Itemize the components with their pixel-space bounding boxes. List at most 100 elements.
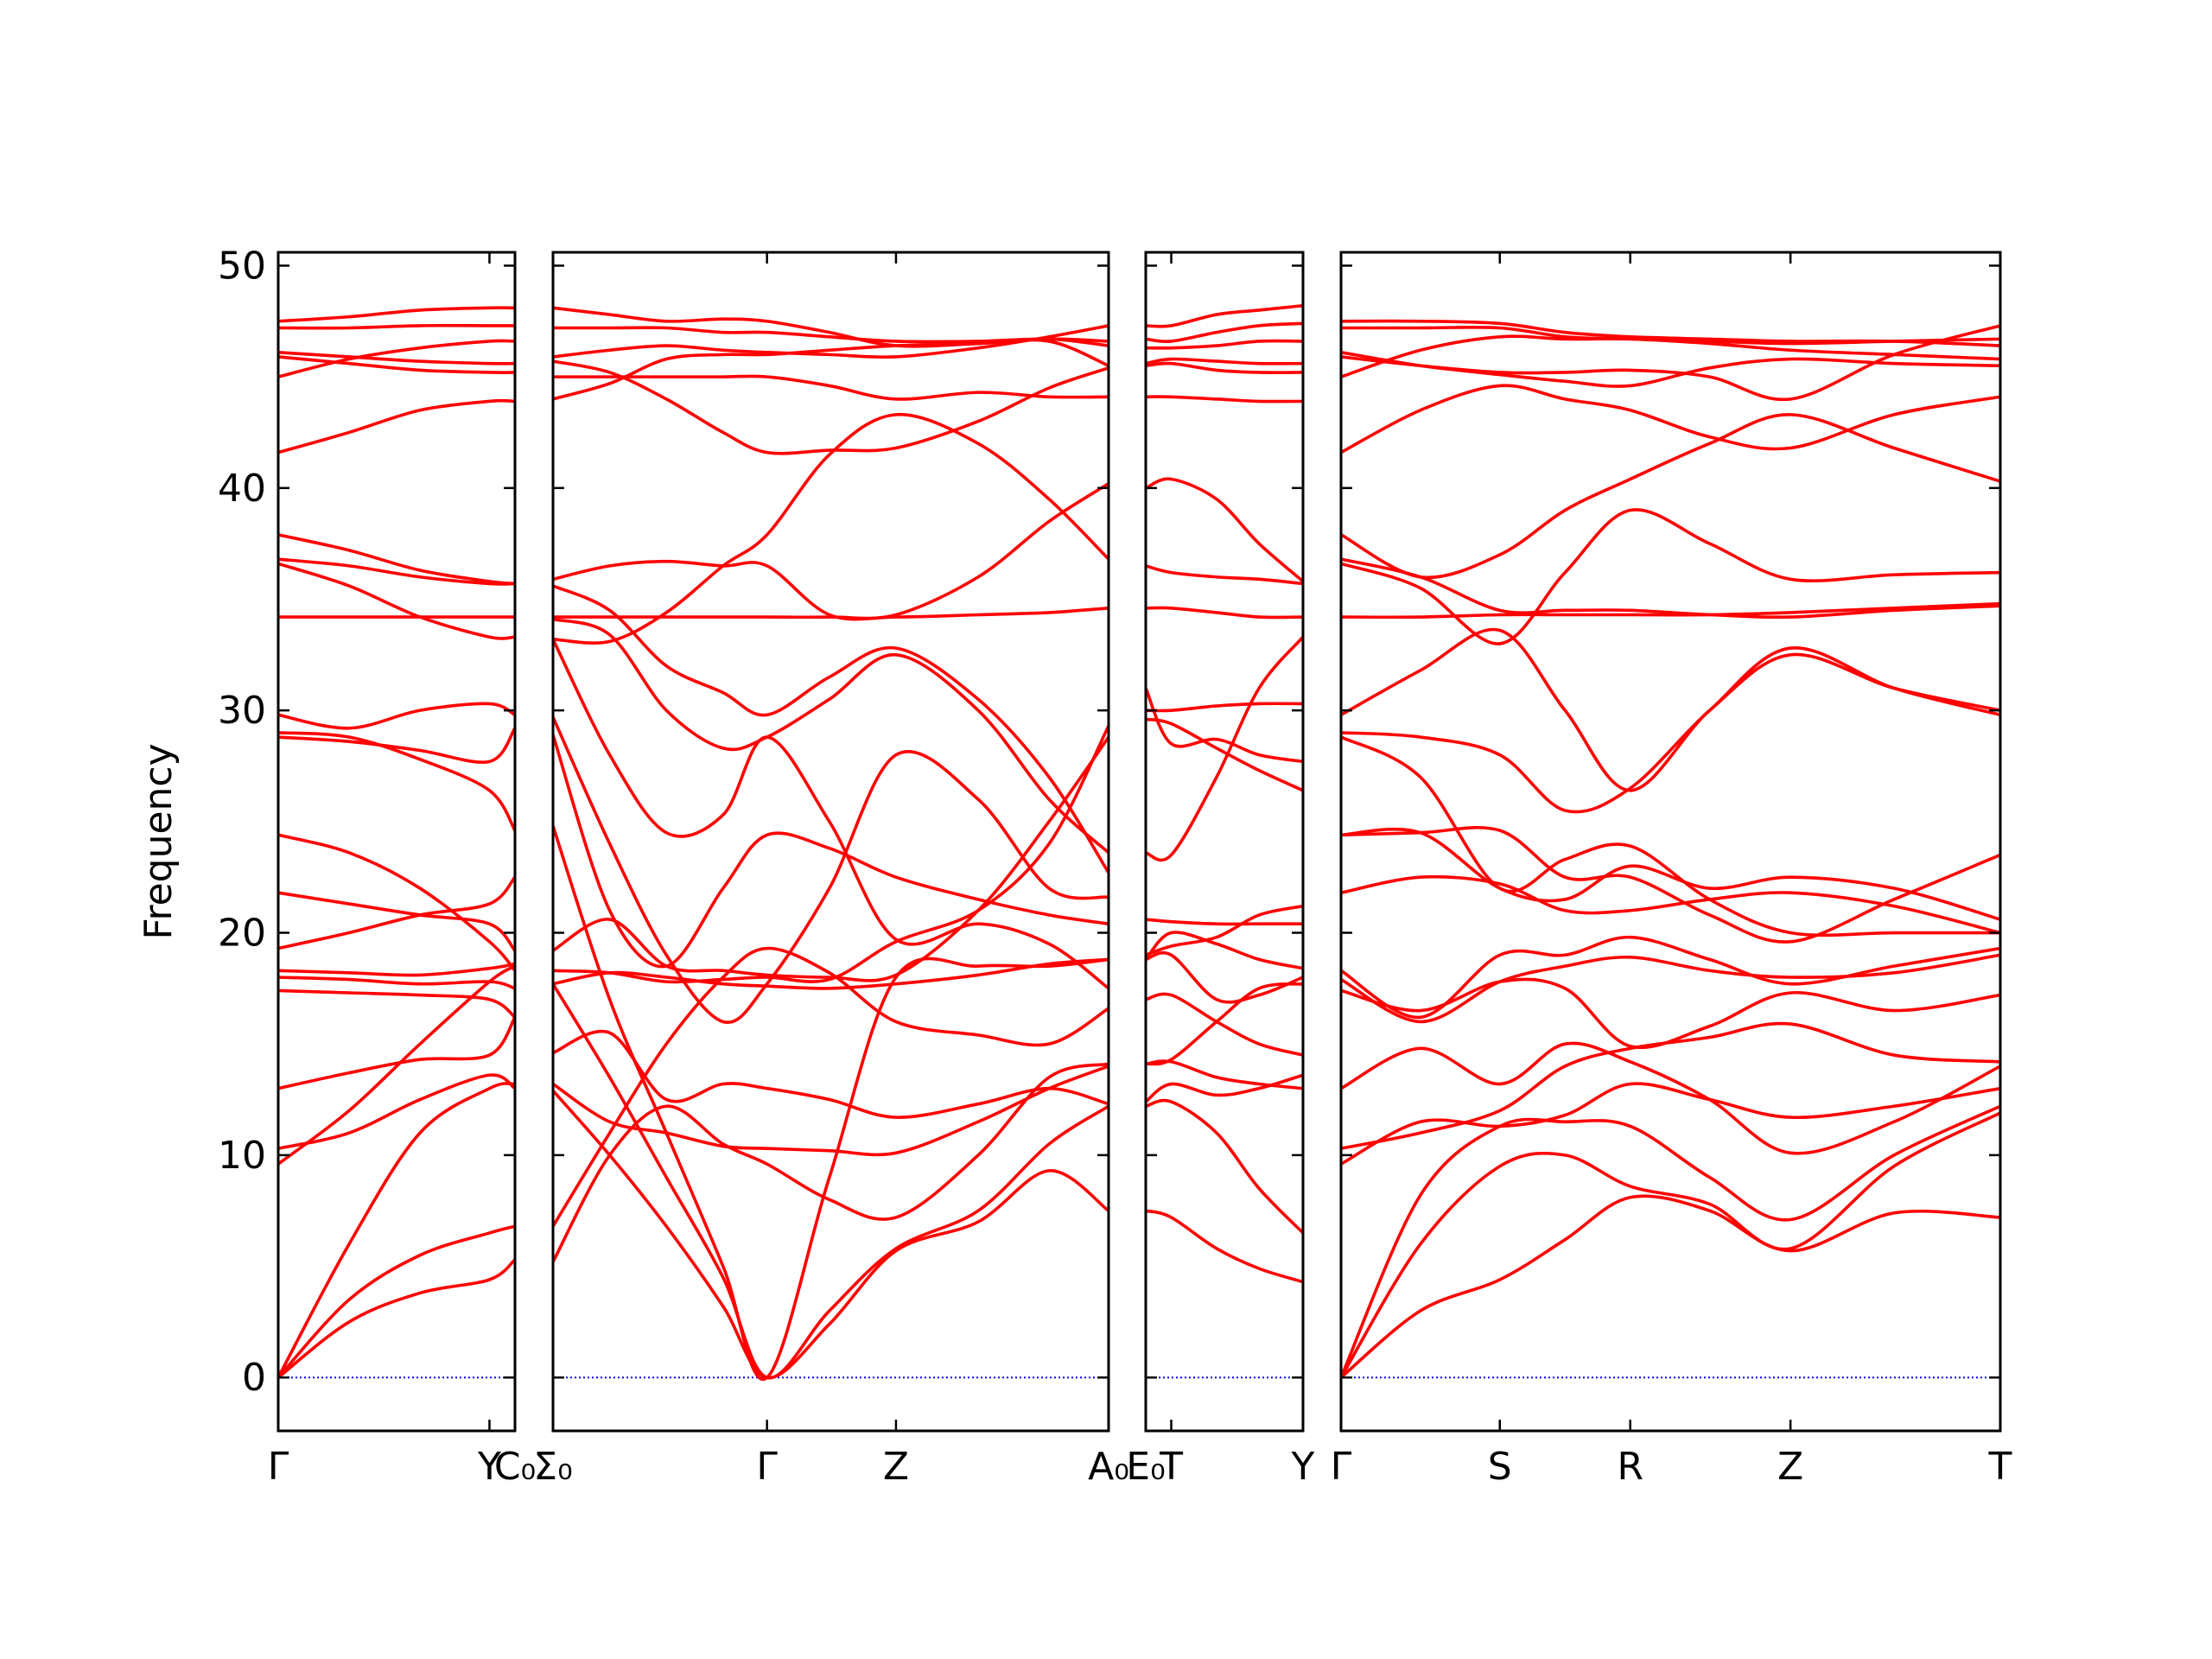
x-tick-label: C₀ [494, 1445, 536, 1489]
band-line [1145, 1098, 1305, 1235]
y-tick-label: 50 [218, 244, 266, 288]
band-line [277, 702, 516, 730]
band-line [1340, 601, 2001, 620]
x-tick-label: Γ [268, 1445, 289, 1489]
band-line [1340, 953, 2001, 1024]
band-line [551, 825, 1109, 1381]
band-line [552, 736, 1110, 982]
band-line [553, 326, 1109, 347]
band-line [1340, 384, 2001, 454]
band-line [1145, 321, 1304, 344]
band-line [552, 559, 1109, 621]
band-line [1145, 992, 1304, 1057]
band-line [551, 1065, 1109, 1157]
y-tick-label: 10 [218, 1134, 266, 1178]
band-line [1145, 477, 1305, 583]
band-line [277, 339, 516, 378]
band-line [552, 482, 1109, 620]
band-line [1340, 874, 2001, 935]
band-line [277, 351, 516, 365]
x-tick-label: Γ [1331, 1445, 1352, 1489]
x-tick-label: R [1617, 1445, 1643, 1489]
axes-frame [1144, 251, 1305, 1433]
band-line [277, 562, 516, 640]
band-line [277, 833, 517, 972]
band-line [1145, 702, 1304, 713]
band-line [1340, 627, 2001, 792]
band-line [1340, 646, 2001, 814]
band-line [551, 734, 1109, 969]
x-tick-label: Y [477, 1445, 501, 1489]
band-line [1340, 557, 2001, 620]
band-line [277, 323, 515, 330]
band-line [277, 557, 516, 586]
band-line [1145, 303, 1304, 328]
axes-frame [276, 251, 517, 1433]
band-line [1339, 1194, 2001, 1379]
band-line [1340, 735, 2000, 938]
band-line [276, 1224, 516, 1379]
band-line [1340, 413, 2001, 580]
band-line [1145, 606, 1304, 620]
band-line [551, 639, 1110, 990]
band-line [1340, 508, 2001, 645]
band-line [1145, 361, 1304, 374]
x-tick-label: S [1488, 1445, 1512, 1489]
x-tick-label: T [1988, 1445, 2012, 1489]
band-line [277, 1073, 517, 1150]
band-line [1145, 339, 1304, 350]
band-line [277, 306, 516, 323]
x-tick-label: Z [883, 1445, 909, 1489]
band-line [277, 1016, 517, 1090]
band-line [277, 731, 517, 832]
band-line [552, 359, 1109, 455]
band-line [1144, 687, 1304, 764]
x-tick-label: E₀ [1126, 1445, 1165, 1489]
x-tick-label: A₀ [1088, 1445, 1129, 1489]
band-line [1340, 825, 2001, 944]
band-line [551, 716, 1109, 1025]
band-line [1145, 357, 1304, 365]
band-line [1340, 977, 2001, 1050]
y-tick-label: 20 [218, 912, 266, 956]
band-line [277, 976, 516, 990]
y-tick-label: 30 [218, 689, 266, 733]
band-line [552, 1029, 1109, 1119]
band-line [1145, 950, 1304, 1004]
band-line [551, 946, 1109, 1228]
band-line [552, 725, 1110, 984]
band-line [277, 355, 516, 374]
band-line [1145, 717, 1304, 792]
band-line [552, 957, 1109, 990]
band-line [1339, 1111, 2001, 1379]
x-tick-label: Y [1291, 1445, 1315, 1489]
band-line [552, 413, 1110, 645]
band-line [1340, 827, 2001, 921]
band-line [1144, 931, 1304, 970]
band-line [551, 1062, 1109, 1263]
band-line [277, 727, 517, 764]
band-line [1340, 935, 2001, 1020]
band-line [1145, 1209, 1304, 1284]
band-line [1340, 351, 2001, 388]
band-line [277, 398, 516, 454]
band-line [1339, 1104, 2001, 1378]
band-line [551, 982, 1109, 1380]
x-tick-label: Γ [756, 1445, 778, 1489]
band-line [1145, 636, 1305, 862]
y-tick-label: 40 [218, 467, 266, 511]
band-line [1145, 564, 1304, 586]
axes-frame [1339, 251, 2002, 1433]
x-tick-label: Σ₀ [533, 1445, 572, 1489]
band-line [276, 964, 516, 1166]
band-line [1145, 1059, 1304, 1090]
band-line [1145, 395, 1304, 404]
band-line [277, 533, 516, 586]
y-axis-label: Frequency [137, 743, 181, 939]
band-line [1145, 904, 1304, 957]
band-line [553, 374, 1109, 401]
band-line [277, 891, 517, 952]
band-line [552, 584, 1110, 874]
axes-frame [551, 251, 1110, 1433]
band-line [1340, 1041, 2001, 1155]
